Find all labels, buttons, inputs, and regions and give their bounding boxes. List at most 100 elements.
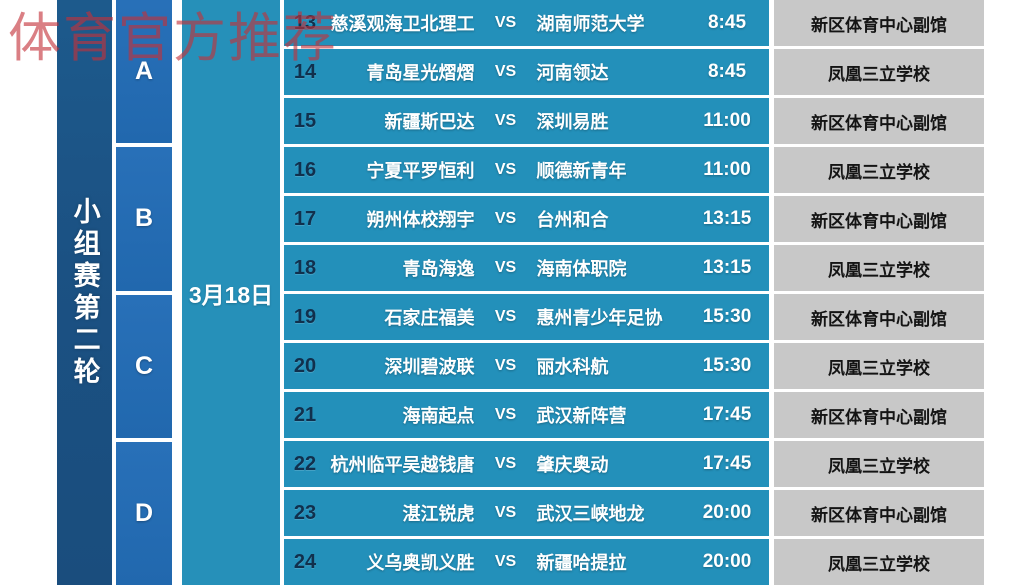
match-time: 15:30 bbox=[702, 355, 752, 376]
match-cell[interactable]: 17 朔州体校翔宇 VS 台州和合 13:15 bbox=[284, 196, 769, 242]
match-cell[interactable]: 24 义乌奥凯义胜 VS 新疆哈提拉 20:00 bbox=[284, 539, 769, 585]
match-time: 15:30 bbox=[702, 306, 752, 327]
home-team-name: 朔州体校翔宇 bbox=[366, 210, 475, 230]
match-time: 20:00 bbox=[702, 551, 752, 572]
home-team-name: 湛江锐虎 bbox=[402, 504, 475, 524]
match-time: 20:00 bbox=[702, 502, 752, 523]
match-cell[interactable]: 19 石家庄福美 VS 惠州青少年足协 15:30 bbox=[284, 294, 769, 340]
table-row[interactable]: 21 海南起点 VS 武汉新阵营 17:45 新区体育中心副馆 bbox=[284, 392, 1026, 438]
group-letter: A bbox=[134, 57, 154, 86]
match-number: 13 bbox=[293, 11, 317, 34]
venue-name[interactable]: 凤凰三立学校 bbox=[774, 245, 984, 291]
match-cell[interactable]: 16 宁夏平罗恒利 VS 顺德新青年 11:00 bbox=[284, 147, 769, 193]
match-cell[interactable]: 13 慈溪观海卫北理工 VS 湖南师范大学 8:45 bbox=[284, 0, 769, 46]
match-time: 8:45 bbox=[707, 61, 747, 82]
away-team-name: 新疆哈提拉 bbox=[536, 553, 627, 573]
group-letters-column: A B C D bbox=[116, 0, 172, 585]
venue-name[interactable]: 新区体育中心副馆 bbox=[774, 0, 984, 46]
home-team-name: 义乌奥凯义胜 bbox=[366, 553, 475, 573]
vs-label: VS bbox=[494, 14, 517, 31]
table-row[interactable]: 23 湛江锐虎 VS 武汉三峡地龙 20:00 新区体育中心副馆 bbox=[284, 490, 1026, 536]
round-title-text: 小组赛第二轮 bbox=[69, 196, 100, 389]
venue-name[interactable]: 新区体育中心副馆 bbox=[774, 98, 984, 144]
home-team-name: 新疆斯巴达 bbox=[384, 112, 475, 132]
match-number: 16 bbox=[293, 158, 317, 181]
away-team-name: 湖南师范大学 bbox=[536, 14, 645, 34]
venue-name[interactable]: 凤凰三立学校 bbox=[774, 343, 984, 389]
group-cell-c: C bbox=[116, 294, 172, 438]
date-column: 3月18日 bbox=[182, 0, 280, 585]
vs-label: VS bbox=[494, 63, 517, 80]
match-number: 22 bbox=[293, 452, 317, 475]
match-time: 13:15 bbox=[702, 208, 752, 229]
away-team-name: 武汉三峡地龙 bbox=[536, 504, 645, 524]
table-row[interactable]: 16 宁夏平罗恒利 VS 顺德新青年 11:00 凤凰三立学校 bbox=[284, 147, 1026, 193]
match-time: 17:45 bbox=[702, 453, 752, 474]
vs-label: VS bbox=[494, 210, 517, 227]
match-number: 24 bbox=[293, 550, 317, 573]
match-cell[interactable]: 21 海南起点 VS 武汉新阵营 17:45 bbox=[284, 392, 769, 438]
match-number: 14 bbox=[293, 60, 317, 83]
match-cell[interactable]: 20 深圳碧波联 VS 丽水科航 15:30 bbox=[284, 343, 769, 389]
vs-label: VS bbox=[494, 455, 517, 472]
table-row[interactable]: 17 朔州体校翔宇 VS 台州和合 13:15 新区体育中心副馆 bbox=[284, 196, 1026, 242]
venue-name[interactable]: 新区体育中心副馆 bbox=[774, 392, 984, 438]
match-number: 23 bbox=[293, 501, 317, 524]
home-team-name: 海南起点 bbox=[402, 406, 475, 426]
table-row[interactable]: 22 杭州临平吴越钱唐 VS 肇庆奥动 17:45 凤凰三立学校 bbox=[284, 441, 1026, 487]
table-row[interactable]: 24 义乌奥凯义胜 VS 新疆哈提拉 20:00 凤凰三立学校 bbox=[284, 539, 1026, 585]
table-row[interactable]: 18 青岛海逸 VS 海南体职院 13:15 凤凰三立学校 bbox=[284, 245, 1026, 291]
group-cell-b: B bbox=[116, 147, 172, 291]
home-team-name: 青岛海逸 bbox=[402, 259, 475, 279]
vs-label: VS bbox=[494, 406, 517, 423]
match-cell[interactable]: 15 新疆斯巴达 VS 深圳易胜 11:00 bbox=[284, 98, 769, 144]
vs-label: VS bbox=[494, 504, 517, 521]
away-team-name: 肇庆奥动 bbox=[536, 455, 609, 475]
home-team-name: 杭州临平吴越钱唐 bbox=[330, 455, 475, 475]
match-time: 17:45 bbox=[702, 404, 752, 425]
venue-name[interactable]: 凤凰三立学校 bbox=[774, 147, 984, 193]
venue-name[interactable]: 新区体育中心副馆 bbox=[774, 294, 984, 340]
vs-label: VS bbox=[494, 259, 517, 276]
table-row[interactable]: 15 新疆斯巴达 VS 深圳易胜 11:00 新区体育中心副馆 bbox=[284, 98, 1026, 144]
venue-name[interactable]: 凤凰三立学校 bbox=[774, 49, 984, 95]
away-team-name: 武汉新阵营 bbox=[536, 406, 627, 426]
match-number: 21 bbox=[293, 403, 317, 426]
away-team-name: 海南体职院 bbox=[536, 259, 627, 279]
match-time: 11:00 bbox=[703, 110, 751, 131]
table-row[interactable]: 19 石家庄福美 VS 惠州青少年足协 15:30 新区体育中心副馆 bbox=[284, 294, 1026, 340]
date-label: 3月18日 bbox=[188, 281, 274, 308]
match-cell[interactable]: 23 湛江锐虎 VS 武汉三峡地龙 20:00 bbox=[284, 490, 769, 536]
match-rows-area: 13 慈溪观海卫北理工 VS 湖南师范大学 8:45 新区体育中心副馆 14 青岛星光熠熠 VS… bbox=[284, 0, 1026, 585]
round-title-bar: 小组赛第二轮 bbox=[57, 0, 112, 585]
home-team-name: 石家庄福美 bbox=[384, 308, 475, 328]
away-team-name: 丽水科航 bbox=[536, 357, 609, 377]
match-cell[interactable]: 18 青岛海逸 VS 海南体职院 13:15 bbox=[284, 245, 769, 291]
away-team-name: 台州和合 bbox=[536, 210, 609, 230]
match-time: 8:45 bbox=[707, 12, 747, 33]
venue-name[interactable]: 新区体育中心副馆 bbox=[774, 490, 984, 536]
home-team-name: 宁夏平罗恒利 bbox=[366, 161, 475, 181]
vs-label: VS bbox=[494, 161, 517, 178]
table-row[interactable]: 14 青岛星光熠熠 VS 河南领达 8:45 凤凰三立学校 bbox=[284, 49, 1026, 95]
group-cell-a: A bbox=[116, 0, 172, 144]
match-number: 17 bbox=[293, 207, 317, 230]
table-row[interactable]: 13 慈溪观海卫北理工 VS 湖南师范大学 8:45 新区体育中心副馆 bbox=[284, 0, 1026, 46]
group-cell-d: D bbox=[116, 441, 172, 585]
venue-name[interactable]: 凤凰三立学校 bbox=[774, 441, 984, 487]
away-team-name: 顺德新青年 bbox=[536, 161, 627, 181]
vs-label: VS bbox=[494, 308, 517, 325]
vs-label: VS bbox=[494, 357, 517, 374]
match-cell[interactable]: 14 青岛星光熠熠 VS 河南领达 8:45 bbox=[284, 49, 769, 95]
home-team-name: 青岛星光熠熠 bbox=[366, 63, 475, 83]
group-letter: C bbox=[134, 351, 154, 380]
venue-name[interactable]: 新区体育中心副馆 bbox=[774, 196, 984, 242]
home-team-name: 深圳碧波联 bbox=[384, 357, 475, 377]
table-row[interactable]: 20 深圳碧波联 VS 丽水科航 15:30 凤凰三立学校 bbox=[284, 343, 1026, 389]
group-letter: B bbox=[134, 204, 154, 233]
away-team-name: 深圳易胜 bbox=[536, 112, 609, 132]
venue-name[interactable]: 凤凰三立学校 bbox=[774, 539, 984, 585]
away-team-name: 惠州青少年足协 bbox=[536, 308, 663, 328]
match-time: 13:15 bbox=[702, 257, 752, 278]
match-cell[interactable]: 22 杭州临平吴越钱唐 VS 肇庆奥动 17:45 bbox=[284, 441, 769, 487]
